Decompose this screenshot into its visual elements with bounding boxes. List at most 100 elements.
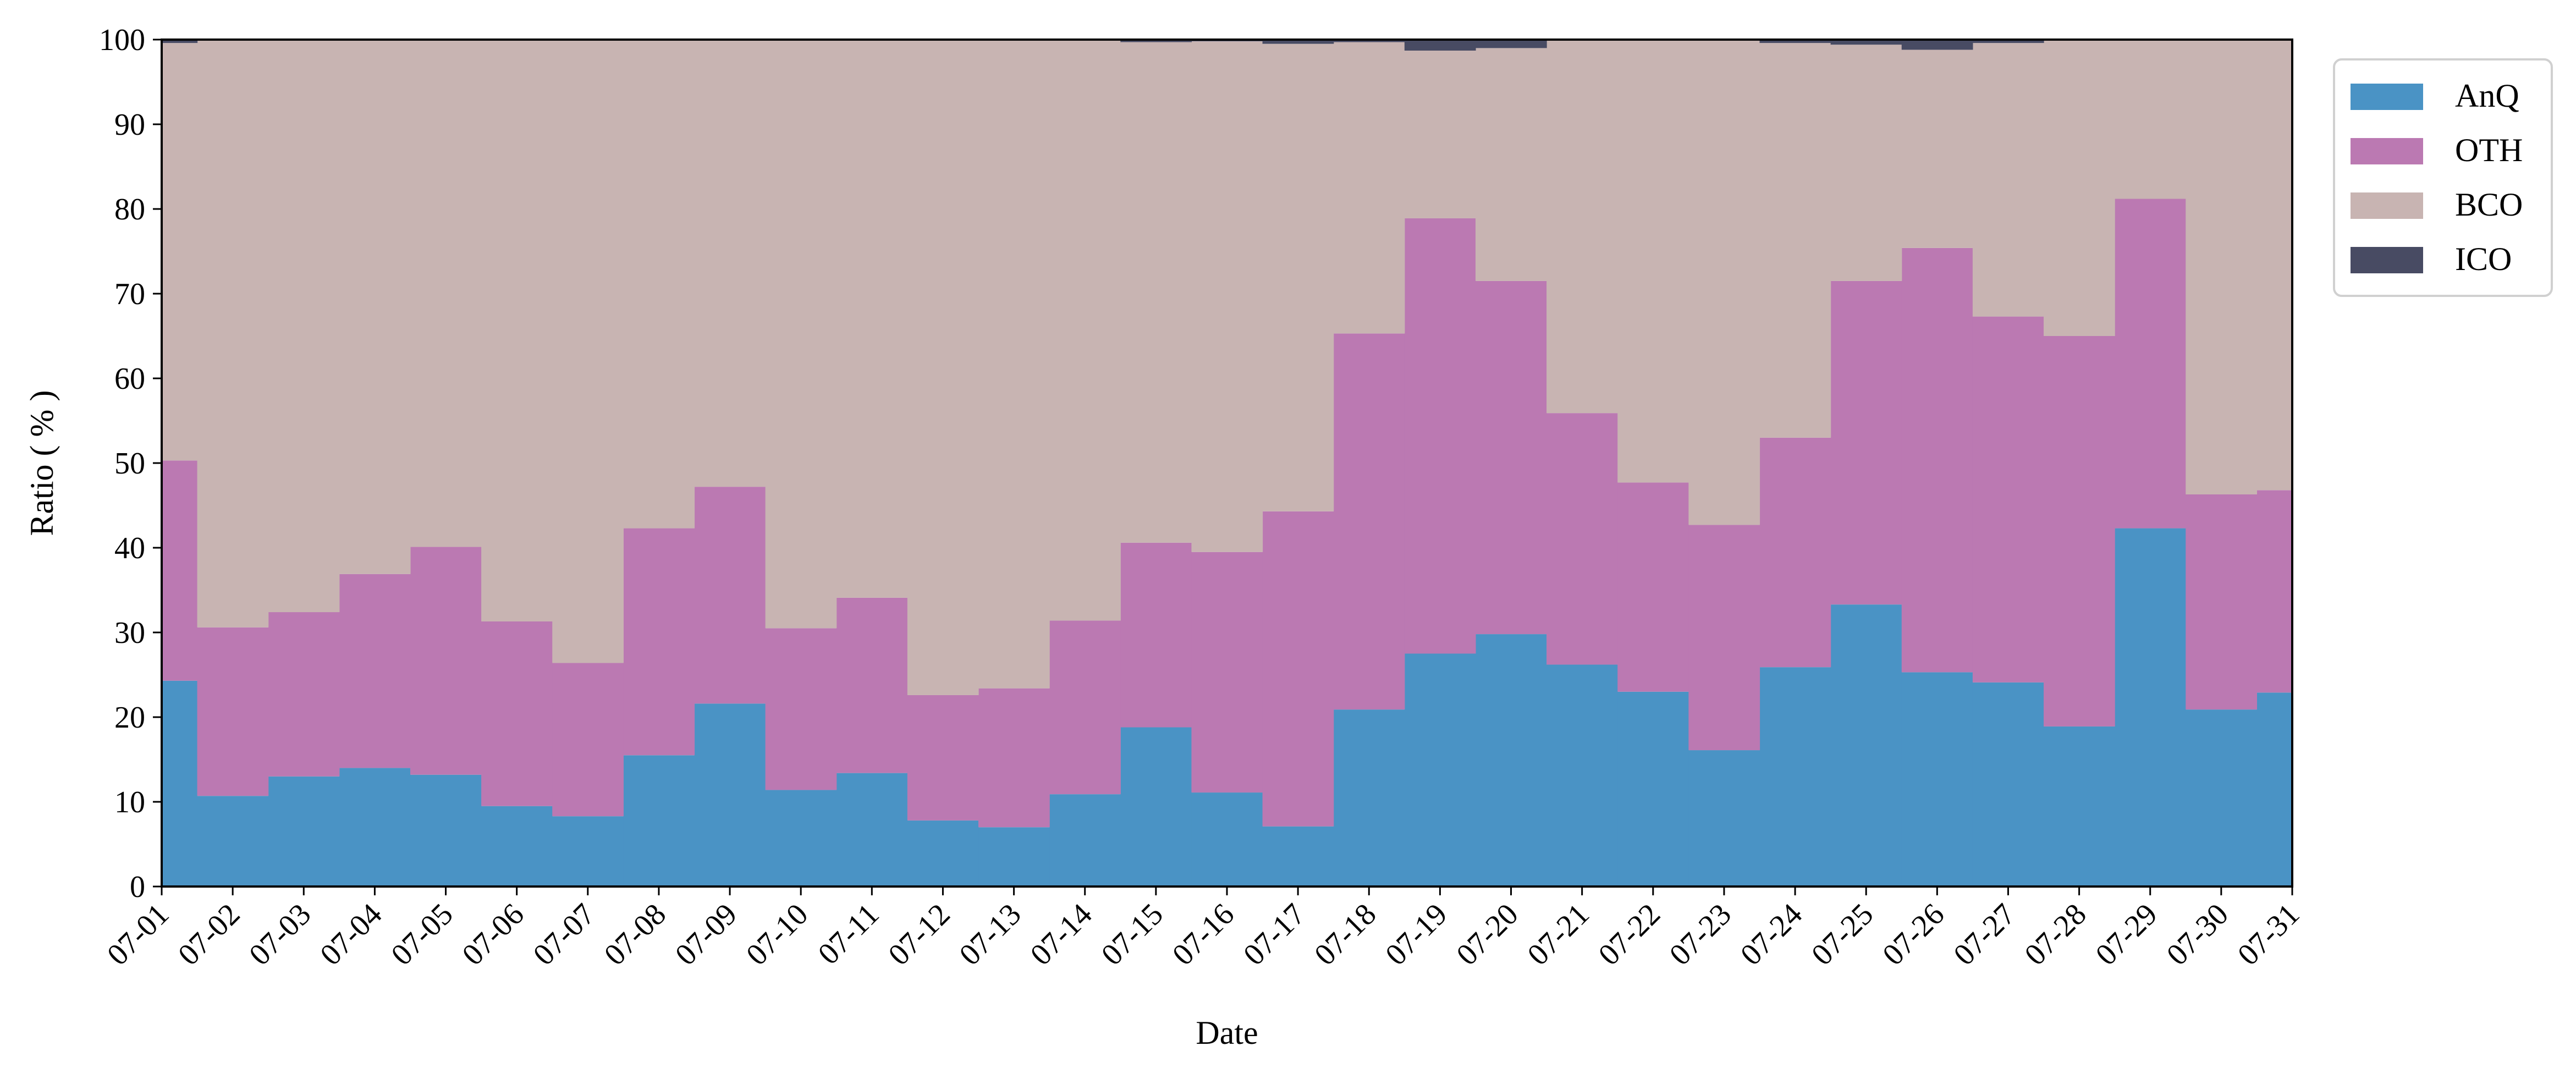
area-segment-anq-07-15 bbox=[1120, 727, 1192, 887]
x-tick-label: 07-05 bbox=[384, 897, 459, 972]
legend: AnQ OTH BCO ICO bbox=[2333, 58, 2553, 297]
area-segment-anq-07-16 bbox=[1191, 792, 1263, 887]
area-segment-anq-07-27 bbox=[1972, 682, 2044, 887]
area-segment-ico-07-17 bbox=[1262, 40, 1334, 44]
x-tick-label: 07-19 bbox=[1379, 897, 1454, 972]
area-segment-oth-07-31 bbox=[2256, 490, 2293, 693]
x-tick-label: 07-20 bbox=[1450, 897, 1524, 972]
area-segment-oth-07-28 bbox=[2044, 336, 2115, 726]
area-segment-bco-07-18 bbox=[1333, 42, 1405, 334]
area-segment-anq-07-21 bbox=[1546, 664, 1618, 887]
area-segment-anq-07-13 bbox=[978, 827, 1050, 887]
area-segment-bco-07-16 bbox=[1191, 41, 1263, 552]
x-tick-label: 07-26 bbox=[1876, 897, 1951, 972]
area-segment-oth-07-29 bbox=[2115, 199, 2186, 529]
x-tick-label: 07-08 bbox=[598, 897, 673, 972]
area-segment-anq-07-12 bbox=[907, 820, 979, 887]
area-segment-ico-07-24 bbox=[1759, 40, 1831, 43]
area-segment-anq-07-09 bbox=[694, 703, 766, 887]
area-segment-bco-07-01 bbox=[162, 43, 198, 461]
area-segment-anq-07-05 bbox=[410, 774, 482, 887]
area-segment-ico-07-18 bbox=[1333, 40, 1405, 42]
x-tick-label: 07-10 bbox=[740, 897, 814, 972]
area-segment-ico-07-27 bbox=[1972, 40, 2044, 43]
y-tick-label: 10 bbox=[114, 785, 145, 819]
area-segment-oth-07-01 bbox=[162, 460, 198, 681]
area-segment-ico-07-15 bbox=[1120, 40, 1192, 42]
area-segment-anq-07-07 bbox=[552, 816, 624, 887]
y-tick-label: 70 bbox=[114, 277, 145, 311]
area-segment-bco-07-30 bbox=[2186, 40, 2258, 494]
area-segment-oth-07-25 bbox=[1830, 280, 1902, 605]
area-segment-oth-07-18 bbox=[1333, 333, 1405, 710]
area-segment-bco-07-08 bbox=[623, 40, 695, 529]
area-segment-anq-07-30 bbox=[2186, 709, 2258, 887]
area-segment-ico-07-19 bbox=[1404, 40, 1476, 51]
y-tick-label: 30 bbox=[114, 616, 145, 650]
y-tick-label: 100 bbox=[99, 23, 145, 57]
area-segment-oth-07-08 bbox=[623, 528, 695, 756]
area-segment-anq-07-25 bbox=[1830, 604, 1902, 887]
area-segment-anq-07-19 bbox=[1404, 653, 1476, 887]
area-segment-bco-07-27 bbox=[1972, 43, 2044, 317]
area-segment-anq-07-22 bbox=[1617, 691, 1689, 887]
x-tick-label: 07-28 bbox=[2018, 897, 2093, 972]
legend-label-bco: BCO bbox=[2455, 186, 2523, 223]
series-anq bbox=[162, 528, 2293, 887]
area-segment-anq-07-14 bbox=[1049, 794, 1121, 887]
area-segment-oth-07-24 bbox=[1759, 437, 1831, 668]
x-tick-label: 07-23 bbox=[1663, 897, 1738, 972]
area-segment-oth-07-11 bbox=[836, 597, 908, 773]
x-tick-label: 07-31 bbox=[2231, 897, 2306, 972]
area-segment-anq-07-02 bbox=[197, 796, 269, 887]
area-segment-bco-07-09 bbox=[694, 40, 766, 487]
area-segment-oth-07-20 bbox=[1475, 280, 1547, 635]
series-bco bbox=[162, 40, 2293, 695]
x-tick-label: 07-21 bbox=[1521, 897, 1596, 972]
area-segment-bco-07-21 bbox=[1546, 40, 1618, 414]
area-segment-oth-07-13 bbox=[978, 688, 1050, 828]
x-tick-label: 07-15 bbox=[1095, 897, 1170, 972]
legend-swatch-oth bbox=[2351, 138, 2423, 164]
area-segment-anq-07-06 bbox=[481, 806, 553, 887]
area-segment-oth-07-10 bbox=[765, 628, 837, 790]
x-tick-label: 07-30 bbox=[2160, 897, 2235, 972]
area-segment-bco-07-23 bbox=[1688, 40, 1760, 525]
area-segment-anq-07-28 bbox=[2044, 726, 2115, 887]
area-segment-bco-07-14 bbox=[1049, 40, 1121, 621]
series-areas bbox=[162, 40, 2293, 887]
area-segment-anq-07-26 bbox=[1901, 672, 1973, 887]
area-segment-ico-07-26 bbox=[1901, 40, 1973, 50]
area-segment-oth-07-21 bbox=[1546, 413, 1618, 665]
area-segment-bco-07-12 bbox=[907, 40, 979, 695]
area-segment-oth-07-07 bbox=[552, 663, 624, 817]
x-tick-label: 07-18 bbox=[1308, 897, 1383, 972]
area-segment-oth-07-15 bbox=[1120, 542, 1192, 728]
x-axis-title: Date bbox=[1196, 1015, 1258, 1051]
x-tick-label: 07-12 bbox=[882, 897, 956, 972]
area-segment-anq-07-18 bbox=[1333, 709, 1405, 887]
area-segment-oth-07-02 bbox=[197, 627, 269, 796]
series-oth bbox=[162, 199, 2293, 828]
x-tick-label: 07-09 bbox=[669, 897, 744, 972]
area-segment-bco-07-04 bbox=[339, 40, 411, 574]
area-segment-bco-07-26 bbox=[1901, 49, 1973, 248]
x-tick-label: 07-03 bbox=[243, 897, 317, 972]
area-segment-bco-07-29 bbox=[2115, 40, 2186, 199]
legend-swatch-ico bbox=[2351, 247, 2423, 273]
area-segment-ico-07-20 bbox=[1475, 40, 1547, 48]
legend-label-anq: AnQ bbox=[2455, 78, 2519, 114]
area-segment-oth-07-05 bbox=[410, 547, 482, 775]
area-segment-anq-07-04 bbox=[339, 768, 411, 887]
area-segment-bco-07-28 bbox=[2044, 40, 2115, 336]
area-segment-ico-07-01 bbox=[162, 40, 198, 43]
y-tick-label: 0 bbox=[130, 870, 145, 904]
y-axis-ticks: 0 10 20 30 40 50 60 70 80 90 100 bbox=[99, 23, 162, 904]
area-segment-oth-07-19 bbox=[1404, 218, 1476, 654]
area-segment-bco-07-17 bbox=[1262, 43, 1334, 511]
area-segment-anq-07-01 bbox=[162, 680, 198, 887]
x-axis-ticks: 07-0107-0207-0307-0407-0507-0607-0707-08… bbox=[101, 887, 2306, 972]
area-segment-bco-07-22 bbox=[1617, 40, 1689, 483]
area-segment-oth-07-17 bbox=[1262, 511, 1334, 827]
area-segment-bco-07-03 bbox=[268, 40, 340, 613]
